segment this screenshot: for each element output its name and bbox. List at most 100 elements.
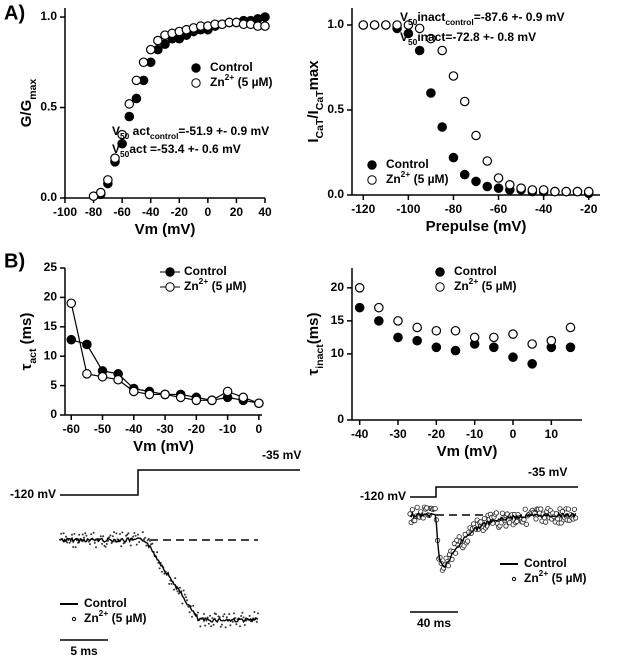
trace-dot [199, 625, 202, 628]
trace-dot [565, 506, 572, 512]
data-point [82, 369, 92, 379]
data-point [527, 185, 538, 195]
data-point [508, 352, 518, 363]
text-part: (5 µM) [208, 279, 246, 293]
trace-dot [231, 620, 234, 623]
data-point [437, 45, 447, 56]
data-point [572, 186, 583, 197]
trace-dot [135, 543, 138, 546]
data-point [110, 153, 120, 163]
trace-dot [242, 616, 245, 619]
trace-dot [211, 617, 214, 620]
trace-dot [414, 504, 420, 510]
legend-label: Control [454, 264, 497, 278]
trace-line [59, 536, 259, 624]
legend-marker [165, 282, 175, 292]
data-point [354, 283, 365, 293]
legend-label: Control [184, 264, 227, 278]
trace-dot [219, 625, 222, 628]
data-point [131, 93, 142, 104]
text-part: inact [417, 10, 445, 24]
x-tick-label: -20 [580, 202, 598, 216]
text-part: τ [305, 368, 322, 375]
trace-dot [183, 593, 186, 596]
text-part: CaT [314, 118, 326, 138]
trace-dot [181, 602, 184, 605]
text-part: 2+ [401, 169, 411, 179]
trace-dot [168, 582, 171, 585]
text-part: CaT [314, 90, 326, 110]
panel-label: B) [4, 250, 25, 272]
legend-label: Control [210, 60, 253, 74]
x-tick-label: -100 [396, 202, 420, 216]
data-point [254, 398, 264, 409]
legend-label: Zn2+ (5 µM) [184, 276, 246, 293]
legend-marker [165, 267, 175, 277]
x-axis-label: Vm (mV) [133, 438, 194, 455]
text-part: V [400, 30, 408, 44]
data-point [124, 99, 135, 109]
legend-marker [367, 160, 377, 170]
x-tick-label: -30 [389, 427, 407, 441]
text-part: Zn [524, 571, 539, 585]
x-tick-label: -100 [53, 205, 77, 219]
data-point [546, 335, 557, 346]
y-tick-label: 5 [50, 378, 57, 392]
data-point [191, 395, 202, 406]
data-point [565, 342, 576, 353]
data-point [138, 57, 149, 68]
data-point [403, 20, 414, 30]
x-tick-label: -60 [490, 202, 508, 216]
text-part: Control [210, 60, 253, 74]
trace-dot [138, 541, 141, 543]
text-part: V [112, 142, 120, 156]
trace-dot [74, 546, 77, 549]
trace-dot [92, 531, 95, 534]
data-point [561, 186, 571, 197]
data-point [374, 302, 384, 313]
trace-dot [77, 541, 79, 544]
trace-dot [101, 542, 103, 545]
trace-dot [522, 506, 528, 512]
legend-marker [511, 576, 517, 582]
trace-dot [84, 532, 87, 535]
data-point [131, 75, 142, 86]
data-point [128, 386, 139, 397]
data-point [527, 359, 537, 369]
trace-dot [113, 531, 115, 534]
data-point [103, 175, 113, 185]
trace-dot [132, 535, 135, 538]
trace-dot [66, 541, 69, 544]
data-point [412, 322, 422, 333]
text-part: (5 µM) [234, 75, 272, 89]
trace-dot [176, 590, 179, 593]
data-point [358, 20, 369, 30]
text-part: 50 [120, 149, 130, 159]
trace-dot [241, 611, 244, 614]
data-point [145, 44, 156, 55]
y-tick-label: 1.0 [327, 17, 344, 31]
panel-label: A) [4, 2, 25, 24]
data-point [97, 371, 108, 382]
text-part: act [129, 124, 150, 138]
text-part: =-51.9 +- 0.9 mV [178, 124, 269, 138]
text-part: Zn [210, 75, 225, 89]
legend-label: Zn2+ (5 µM) [210, 72, 272, 89]
data-point [489, 332, 499, 343]
trace-dot [95, 546, 97, 549]
trace-dot [69, 540, 72, 542]
trace-dot [62, 532, 65, 535]
data-point [95, 187, 106, 198]
voltage-step [410, 486, 578, 498]
trace-dot [179, 586, 181, 589]
legend-label: Control [524, 556, 567, 570]
trace-dot [174, 577, 177, 580]
x-tick-label: -20 [188, 422, 206, 436]
text-part: 2+ [225, 72, 235, 82]
text-part: 50 [120, 131, 130, 141]
y-tick-label: 20 [44, 290, 58, 304]
trace-dot [493, 510, 499, 516]
trace-dot [182, 589, 185, 592]
trace-dot [186, 599, 189, 602]
trace-dot [538, 506, 544, 512]
